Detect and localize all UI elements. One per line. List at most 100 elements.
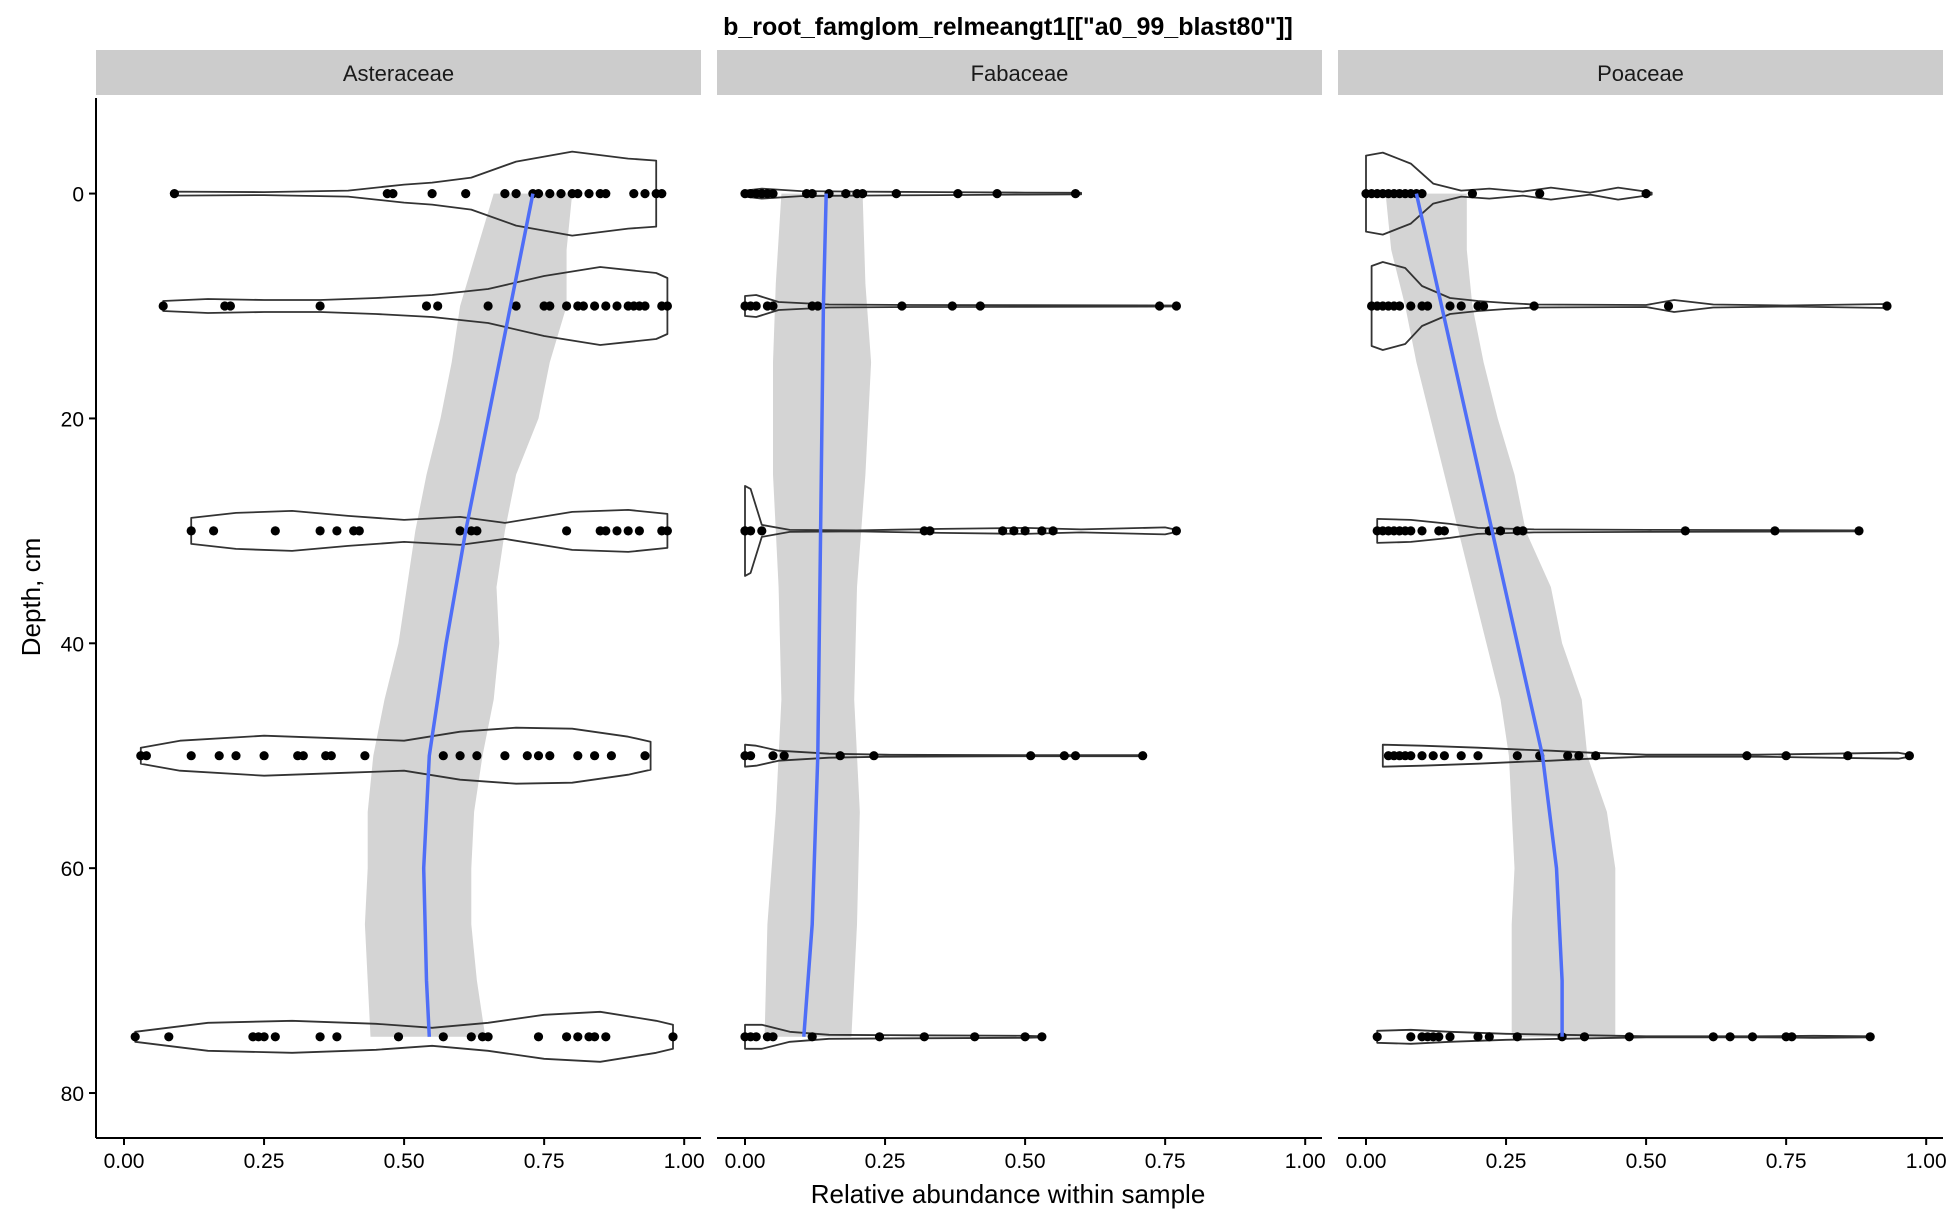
data-point [562,1032,572,1042]
data-point [164,1032,174,1042]
data-point [315,301,325,311]
data-point [1395,301,1405,311]
data-point [421,301,432,311]
data-point [433,301,443,311]
data-point [1787,1032,1797,1042]
data-point [1512,1032,1522,1042]
smooth-trend-line [421,193,535,1037]
data-point [612,526,622,536]
data-point [393,1032,404,1042]
data-point [573,189,583,199]
data-point [584,189,594,199]
data-point [746,526,756,536]
facet-strip [717,50,1322,95]
data-point [813,301,823,311]
data-point [1070,751,1081,761]
data-point [1574,751,1584,761]
confidence-ribbon [1385,193,1616,1037]
data-point [332,526,342,536]
data-point [590,1032,600,1042]
data-point [533,751,544,761]
data-point [483,301,493,311]
violin-depth-0 [744,187,1082,200]
x-tick-label: 1.00 [1906,1150,1947,1173]
data-point [1070,189,1081,199]
violin-depth-0 [1365,151,1653,236]
data-point [1781,751,1791,761]
x-tick-label: 0.00 [104,1150,145,1173]
data-point [332,1032,342,1042]
panel-asteraceae: Asteraceae 0.00 0.25 0.50 0.75 1.00 [96,50,705,1173]
data-point [1591,751,1601,761]
data-point [953,189,963,199]
data-point [1563,751,1573,761]
data-point [466,1032,476,1042]
y-tick-label: 80 [61,1083,84,1106]
x-tick-label: 0.75 [524,1150,565,1173]
y-tick-label: 20 [61,408,84,431]
data-point [1473,1032,1483,1042]
data-point [841,189,851,199]
data-point [231,751,241,761]
data-point [1417,189,1427,199]
data-point [500,751,510,761]
data-point [1171,526,1181,536]
x-tick-label: 0.50 [1626,1150,1667,1173]
data-point [1434,1032,1444,1042]
data-point [1473,751,1483,761]
data-point [919,1032,929,1042]
data-point [891,189,901,199]
data-point [925,526,935,536]
data-point [1535,189,1545,199]
data-point [874,1032,885,1042]
data-point [270,1032,280,1042]
data-point [869,751,879,761]
data-point [1020,526,1030,536]
facet-strip-label: Asteraceae [343,61,454,86]
data-point [975,301,985,311]
data-point [601,301,611,311]
data-point [522,751,532,761]
data-point [511,189,521,199]
data-point [472,751,482,761]
data-point [472,526,482,536]
facet-strip [96,50,701,95]
data-point [315,1032,325,1042]
data-point [455,526,465,536]
data-point [601,526,611,536]
x-tick-label: 0.25 [244,1150,285,1173]
data-point [1579,1032,1590,1042]
data-point [992,189,1002,199]
data-point [1529,301,1539,311]
data-point [1037,1032,1047,1042]
x-tick-label: 0.00 [1346,1150,1387,1173]
data-point [298,751,308,761]
data-point [1406,751,1416,761]
data-point [270,526,280,536]
data-point [590,301,600,311]
data-point [640,301,650,311]
data-point [1428,751,1438,761]
data-point [835,751,845,761]
data-point [1770,526,1780,536]
data-point [779,751,789,761]
data-point [601,1032,611,1042]
data-point [438,1032,448,1042]
data-point [1747,1032,1758,1042]
data-point [1439,751,1449,761]
x-tick-label: 0.75 [1766,1150,1807,1173]
data-point [130,1032,140,1042]
data-point [562,526,572,536]
data-point [1417,526,1427,536]
data-point [746,751,756,761]
data-point [360,751,370,761]
data-point [1171,301,1181,311]
data-point [768,751,778,761]
data-point [640,189,650,199]
data-point [1865,1032,1875,1042]
data-point [751,1032,761,1042]
data-point [158,301,168,311]
data-point [1725,1032,1735,1042]
